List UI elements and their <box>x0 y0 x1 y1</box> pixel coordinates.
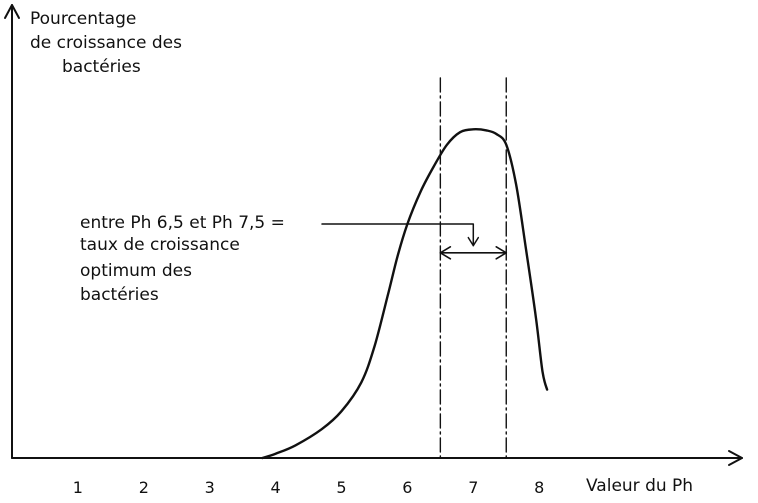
annotation-text: entre Ph 6,5 et Ph 7,5 = taux de croissa… <box>80 213 290 305</box>
annotation-leader-line <box>321 223 475 247</box>
x-tick-label-7: 7 <box>468 478 478 497</box>
y-axis-label-line-1: Pourcentage <box>30 9 136 29</box>
y-axis-arrowhead <box>4 4 20 19</box>
annotation-line-4: bactéries <box>80 285 159 305</box>
y-axis-label-line-2: de croissance des <box>30 33 182 53</box>
reference-lines <box>439 77 507 459</box>
growth-curve <box>261 128 549 460</box>
x-tick-label-1: 1 <box>73 478 83 497</box>
x-tick-label-3: 3 <box>205 478 215 497</box>
x-tick-label-8: 8 <box>534 478 544 497</box>
x-tick-labels: 1 2 3 4 5 6 7 8 <box>73 478 544 497</box>
range-arrowhead-left <box>439 246 452 260</box>
x-axis-label: Valeur du Ph <box>586 476 693 496</box>
x-tick-label-6: 6 <box>402 478 412 497</box>
y-axis-label: Pourcentage de croissance des bactéries <box>30 9 187 77</box>
annotation-line-1: entre Ph 6,5 et Ph 7,5 = <box>80 213 285 233</box>
annotation-arrowhead <box>467 236 480 247</box>
x-tick-label-4: 4 <box>271 478 281 497</box>
x-axis-arrowhead <box>728 450 743 466</box>
axes <box>4 4 743 466</box>
x-tick-label-2: 2 <box>139 478 149 497</box>
annotation-line-3: optimum des <box>80 261 192 281</box>
range-arrowhead-right <box>495 246 508 260</box>
x-tick-label-5: 5 <box>336 478 346 497</box>
annotation-line-2: taux de croissance <box>80 235 240 255</box>
y-axis-label-line-3: bactéries <box>62 57 141 77</box>
annotation-pointer <box>321 223 480 247</box>
optimum-range-arrow <box>439 246 508 260</box>
